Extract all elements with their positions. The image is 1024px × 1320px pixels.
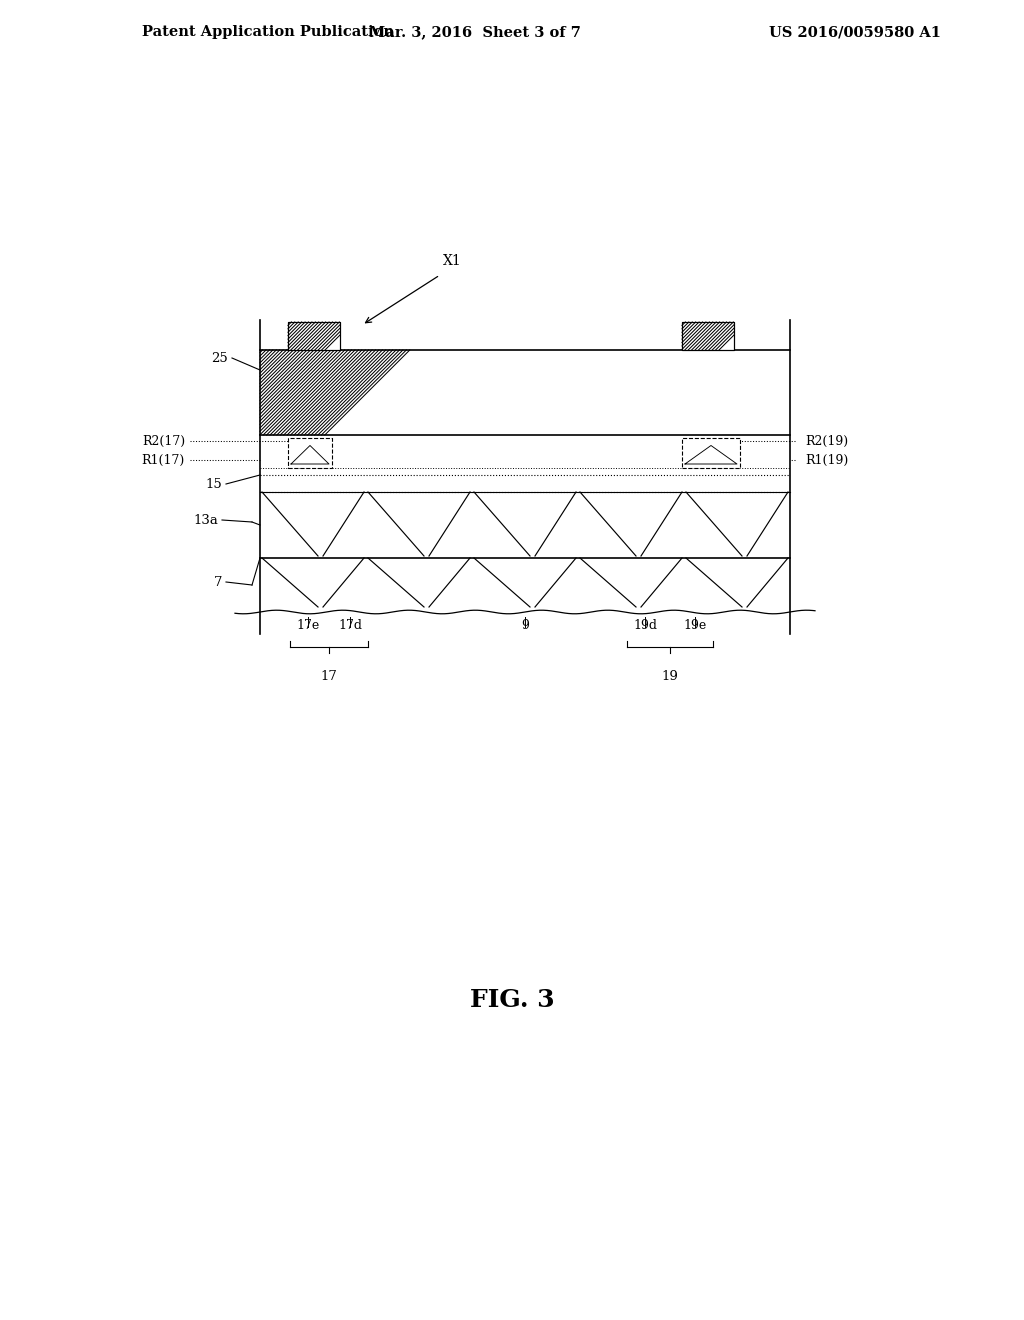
Text: Patent Application Publication: Patent Application Publication [142,25,394,40]
Bar [682,322,734,350]
Bar [288,322,340,350]
Text: 13a: 13a [194,513,218,527]
Bar [288,438,332,469]
Text: 19e: 19e [683,619,707,632]
Text: 25: 25 [211,351,228,364]
Text: 17e: 17e [296,619,319,632]
Text: 9: 9 [521,619,529,632]
Bar [288,322,340,350]
Text: R2(17): R2(17) [142,434,185,447]
Text: Mar. 3, 2016  Sheet 3 of 7: Mar. 3, 2016 Sheet 3 of 7 [369,25,581,40]
Text: X1: X1 [442,253,462,268]
Bar [682,438,740,469]
Text: R1(19): R1(19) [805,454,848,466]
Text: US 2016/0059580 A1: US 2016/0059580 A1 [769,25,941,40]
Text: 19d: 19d [633,619,657,632]
Bar [682,322,734,350]
Text: 17: 17 [321,671,338,682]
Text: R2(19): R2(19) [805,434,848,447]
Bar [260,350,790,436]
Text: 17d: 17d [338,619,362,632]
Text: FIG. 3: FIG. 3 [470,987,554,1012]
Bar [288,322,340,350]
Text: R1(17): R1(17) [141,454,185,466]
Text: 7: 7 [213,576,222,589]
Text: 19: 19 [662,671,679,682]
Text: 15: 15 [205,478,222,491]
Bar [682,322,734,350]
